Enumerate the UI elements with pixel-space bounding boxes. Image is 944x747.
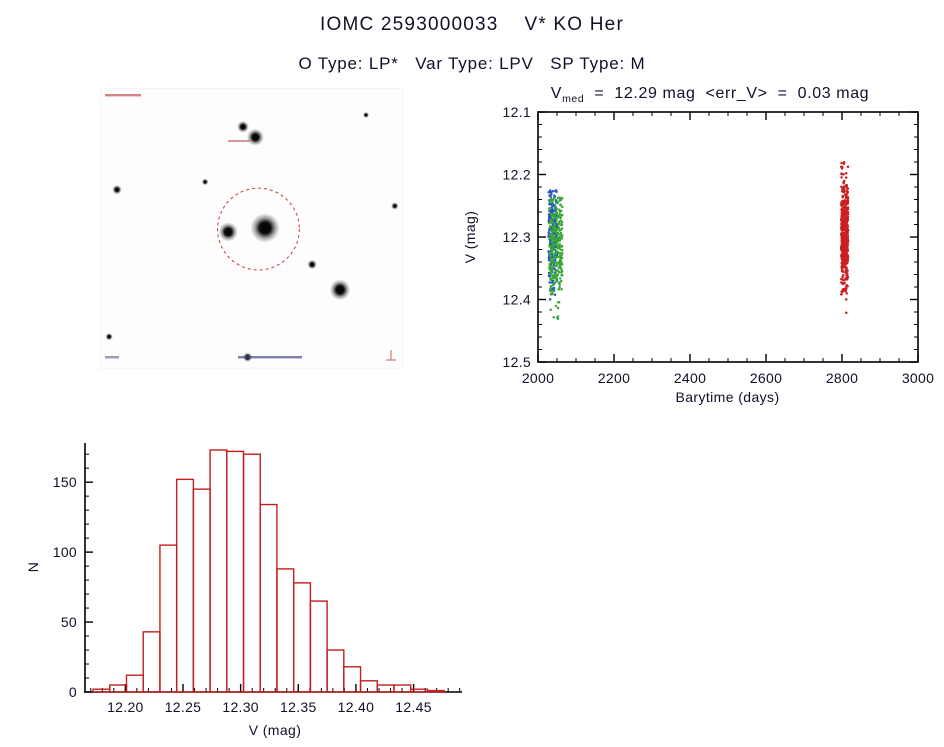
svg-text:12.2: 12.2 (503, 167, 531, 183)
lightcurve-xlabel: Barytime (days) (675, 389, 780, 405)
histogram-xlabel: V (mag) (248, 722, 302, 738)
lightcurve-title-subscript: med (562, 93, 585, 106)
lightcurve-title: Vmed = 12.29 mag <err_V> = 0.03 mag (495, 85, 925, 105)
svg-text:2400: 2400 (674, 370, 706, 386)
svg-text:12.35: 12.35 (280, 699, 317, 715)
svg-text:150: 150 (53, 474, 77, 490)
svg-text:12.25: 12.25 (165, 699, 202, 715)
svg-text:0: 0 (69, 684, 77, 700)
svg-text:2600: 2600 (750, 370, 782, 386)
svg-text:100: 100 (53, 544, 77, 560)
svg-text:50: 50 (61, 614, 77, 630)
page-title: IOMC 2593000033 V* KO Her (320, 14, 624, 35)
svg-text:2800: 2800 (826, 370, 858, 386)
finding-chart-image (100, 88, 403, 369)
lightcurve-ylabel: V (mag) (462, 210, 478, 264)
svg-text:2200: 2200 (598, 370, 630, 386)
histogram-plot: 12.20 12.25 12.30 12.35 12.40 12.45 0 50 100 150 (53, 443, 462, 715)
svg-text:12.1: 12.1 (503, 104, 531, 120)
svg-text:12.30: 12.30 (222, 699, 259, 715)
svg-text:2000: 2000 (522, 370, 554, 386)
svg-text:12.45: 12.45 (395, 699, 432, 715)
lightcurve-title-post: = 12.29 mag <err_V> = 0.03 mag (584, 85, 870, 102)
histogram-ylabel: N (25, 561, 41, 573)
svg-text:12.3: 12.3 (503, 229, 531, 245)
svg-text:12.4: 12.4 (503, 292, 531, 308)
svg-text:12.5: 12.5 (503, 354, 531, 370)
svg-text:12.20: 12.20 (107, 699, 144, 715)
lightcurve-plot: 2000 2200 2400 2600 2800 3000 12.1 12.2 12.3 12.4… (503, 104, 934, 386)
lightcurve-title-pre: V (550, 85, 563, 102)
svg-text:3000: 3000 (902, 370, 934, 386)
page-subtitle: O Type: LP* Var Type: LPV SP Type: M (298, 54, 646, 73)
svg-text:12.40: 12.40 (338, 699, 375, 715)
